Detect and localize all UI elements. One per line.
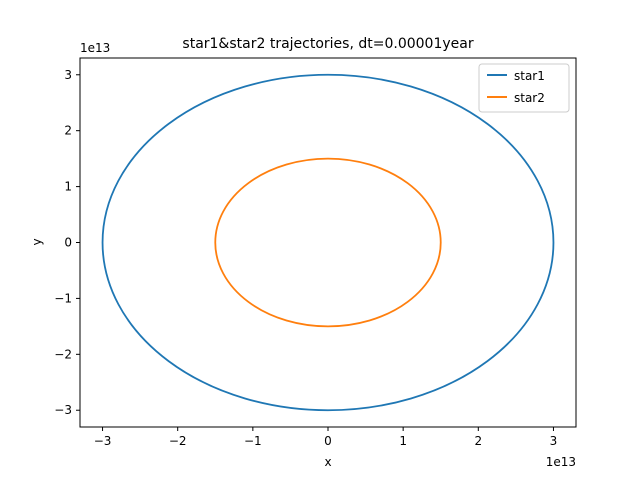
y-axis: −3 −2 −1 0 1 2 3 [54, 68, 80, 417]
x-offset-label: 1e13 [546, 455, 576, 469]
y-tick-label: −3 [54, 403, 72, 417]
x-tick-label: −2 [169, 434, 187, 448]
x-tick-label: 3 [550, 434, 558, 448]
y-tick-label: 2 [64, 124, 72, 138]
y-tick-label: 3 [64, 68, 72, 82]
x-tick-label: 2 [474, 434, 482, 448]
x-axis-label: x [324, 455, 331, 469]
legend-label-star2: star2 [514, 91, 545, 105]
legend-label-star1: star1 [514, 69, 545, 83]
series-star2-trajectory [214, 157, 442, 328]
x-tick-label: −3 [94, 434, 112, 448]
y-tick-label: 1 [64, 180, 72, 194]
plot-area [101, 73, 555, 412]
y-tick-label: −2 [54, 347, 72, 361]
chart-title: star1&star2 trajectories, dt=0.00001year [182, 36, 473, 52]
x-tick-label: −1 [244, 434, 262, 448]
y-offset-label: 1e13 [80, 41, 110, 55]
series-star1-trajectory [101, 73, 555, 412]
x-tick-label: 1 [399, 434, 407, 448]
x-tick-label: 0 [324, 434, 332, 448]
x-axis: −3 −2 −1 0 1 2 3 [94, 427, 558, 448]
legend: star1 star2 [478, 63, 570, 113]
y-axis-label: y [30, 238, 44, 245]
y-tick-label: −1 [54, 291, 72, 305]
y-tick-label: 0 [64, 236, 72, 250]
